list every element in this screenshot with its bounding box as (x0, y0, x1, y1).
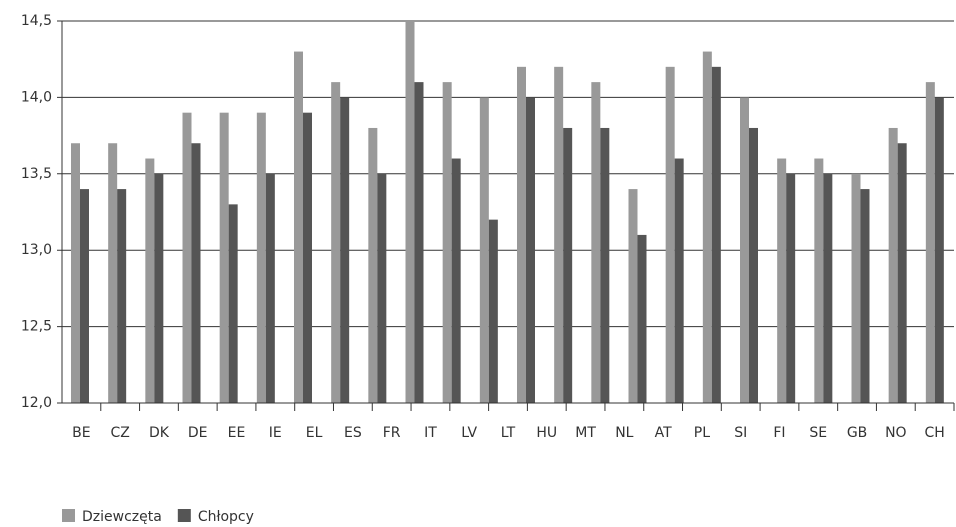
legend-label: Dziewczęta (82, 509, 162, 525)
bar (740, 97, 749, 404)
x-tick-label: MT (575, 425, 596, 441)
x-tick-label: BE (72, 425, 90, 441)
x-tick-label: LV (461, 425, 477, 441)
x-tick-label: DK (149, 425, 170, 441)
bar (637, 234, 647, 403)
bar (340, 97, 350, 404)
legend-swatch (62, 509, 75, 522)
x-tick-label: DE (188, 425, 208, 441)
bar (117, 189, 127, 403)
x-tick-label: NL (615, 425, 633, 441)
x-tick-label: CZ (110, 425, 129, 441)
bar (108, 143, 118, 404)
bar (823, 173, 833, 403)
bar (665, 66, 675, 403)
bar (368, 127, 378, 404)
bar (442, 82, 452, 404)
x-tick-label: FR (383, 425, 401, 441)
bar (674, 158, 684, 403)
bar (414, 82, 424, 404)
bar (303, 112, 312, 404)
bar (749, 127, 758, 404)
x-tick-label: IT (424, 425, 437, 441)
bar (563, 127, 573, 404)
y-tick-label: 13,0 (21, 242, 52, 258)
bar (814, 158, 824, 403)
bar (265, 173, 275, 403)
legend-swatch (177, 509, 191, 522)
x-tick-label: SI (734, 425, 747, 441)
bar (219, 112, 229, 404)
x-tick-label: PL (694, 425, 710, 441)
y-tick-label: 12,0 (21, 395, 52, 411)
bar (182, 112, 192, 404)
y-tick-label: 13,5 (21, 166, 52, 182)
bar (777, 158, 787, 403)
bar (786, 173, 796, 403)
x-tick-label: EL (306, 425, 323, 441)
bar (591, 82, 601, 404)
bar (628, 189, 638, 403)
bar (256, 112, 266, 404)
bar (451, 158, 461, 403)
bar (154, 173, 164, 403)
y-tick-label: 12,5 (21, 319, 52, 335)
bar (554, 66, 564, 403)
x-tick-label: LT (501, 425, 516, 441)
bar (925, 82, 935, 404)
bar (191, 143, 201, 404)
x-tick-label: CH (924, 425, 944, 441)
bar (488, 219, 498, 403)
bar (711, 66, 721, 403)
x-tick-label: HU (536, 425, 557, 441)
bar (331, 82, 341, 404)
bar (888, 127, 898, 404)
bar (934, 97, 944, 404)
y-tick-label: 14,0 (21, 89, 52, 105)
x-tick-label: GB (847, 425, 867, 441)
bar (600, 127, 610, 404)
x-tick-label: ES (344, 425, 362, 441)
bar (80, 189, 89, 403)
x-tick-label: EE (228, 425, 246, 441)
bar (851, 173, 861, 403)
bar (377, 173, 387, 403)
bar (405, 21, 415, 403)
x-tick-label: AT (655, 425, 672, 441)
x-tick-label: FI (773, 425, 785, 441)
bar (228, 204, 238, 403)
bar (897, 143, 907, 404)
bar (517, 66, 526, 403)
bar (702, 51, 712, 404)
bar (860, 189, 870, 403)
bar (526, 97, 535, 404)
legend-label: Chłopcy (198, 509, 254, 525)
bar (71, 143, 80, 404)
x-tick-label: NO (885, 425, 907, 441)
bar (145, 158, 155, 403)
y-tick-label: 14,5 (21, 13, 52, 29)
x-tick-label: SE (809, 425, 827, 441)
bar (479, 97, 489, 404)
x-tick-label: IE (269, 425, 282, 441)
bar (294, 51, 303, 404)
